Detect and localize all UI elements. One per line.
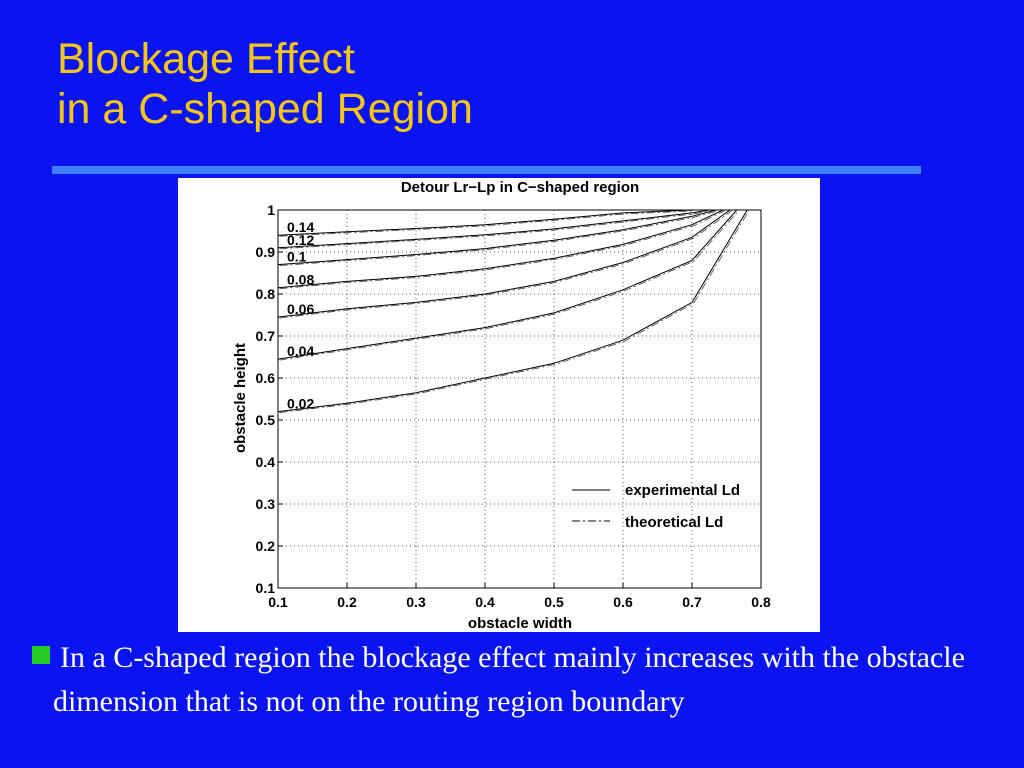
theoretical-line-0.02 [279, 210, 750, 413]
bullet-point: In a C-shaped region the blockage effect… [26, 636, 1016, 724]
contour-label: 0.12 [287, 232, 314, 248]
contour-label: 0.14 [287, 219, 314, 235]
contour-label: 0.04 [287, 343, 314, 359]
theoretical-line-0.08 [279, 210, 725, 290]
experimental-line-0.1 [278, 210, 717, 266]
chart-title: Detour Lr−Lp in C−shaped region [401, 179, 639, 196]
title-divider [52, 166, 921, 174]
chart-panel: Detour Lr−Lp in C−shaped region 0.1 0.2 0.… [178, 178, 820, 632]
title-line-2: in a C-shaped Region [57, 85, 473, 133]
experimental-line-0.12 [278, 210, 710, 249]
title-line-1: Blockage Effect [57, 35, 355, 83]
y-tick-label: 0.2 [256, 538, 276, 554]
bullet-text: In a C-shaped region the blockage effect… [53, 641, 965, 718]
theoretical-line-0.04 [279, 210, 739, 361]
x-axis-label: obstacle width [468, 615, 572, 632]
x-tick-label: 0.7 [682, 594, 702, 610]
experimental-line-0.04 [278, 210, 738, 360]
contour-label: 0.06 [287, 301, 314, 317]
x-tick-label: 0.8 [751, 594, 771, 610]
y-tick-label: 1 [267, 202, 275, 218]
x-tick-label: 0.6 [613, 594, 633, 610]
x-tick-label: 0.4 [475, 594, 495, 610]
y-tick-label: 0.6 [256, 370, 276, 386]
y-tick-label: 0.8 [256, 286, 276, 302]
plot-frame [277, 209, 762, 589]
theoretical-line-0.1 [279, 210, 718, 266]
y-tick-label: 0.9 [256, 244, 276, 260]
y-tick-label: 0.3 [256, 496, 276, 512]
slide-title: Blockage Effect in a C-shaped Region [57, 34, 473, 134]
y-tick-label: 0.4 [256, 454, 276, 470]
legend-label-theoretical: theoretical Ld [625, 514, 723, 531]
legend-label-experimental: experimental Ld [625, 482, 740, 499]
x-tick-label: 0.1 [268, 594, 288, 610]
theoretical-line-0.14 [279, 210, 694, 237]
y-tick-label: 0.5 [256, 412, 276, 428]
x-tick-label: 0.3 [406, 594, 426, 610]
bullet-square-icon [32, 646, 50, 664]
y-tick-label: 0.7 [256, 328, 276, 344]
experimental-line-0.08 [278, 210, 724, 289]
theoretical-line-0.12 [279, 210, 711, 250]
contour-label: 0.02 [287, 396, 314, 412]
y-tick-label: 0.1 [256, 580, 276, 596]
contour-labels: 0.02 0.04 0.06 0.08 0.10.120.14 [287, 219, 314, 411]
experimental-line-0.02 [278, 210, 748, 413]
y-axis-label: obstacle height [232, 343, 249, 453]
contour-label: 0.1 [287, 249, 307, 265]
axis-ticks: 0.1 0.2 0.3 0.4 0.5 0.6 0.7 0.8 0.1 0.2 0.3 0.4 0.5 0… [256, 202, 771, 610]
legend: experimental Ld theoretical Ld [572, 482, 740, 531]
grid-lines [278, 210, 761, 588]
x-tick-label: 0.2 [337, 594, 357, 610]
contour-label: 0.08 [287, 272, 314, 288]
experimental-line-0.14 [278, 210, 693, 236]
x-tick-label: 0.5 [544, 594, 564, 610]
theoretical-line-0.06 [279, 210, 732, 319]
experimental-line-0.06 [278, 210, 731, 318]
series-lines [278, 210, 750, 413]
contour-chart: Detour Lr−Lp in C−shaped region 0.1 0.2 0.… [232, 179, 771, 632]
